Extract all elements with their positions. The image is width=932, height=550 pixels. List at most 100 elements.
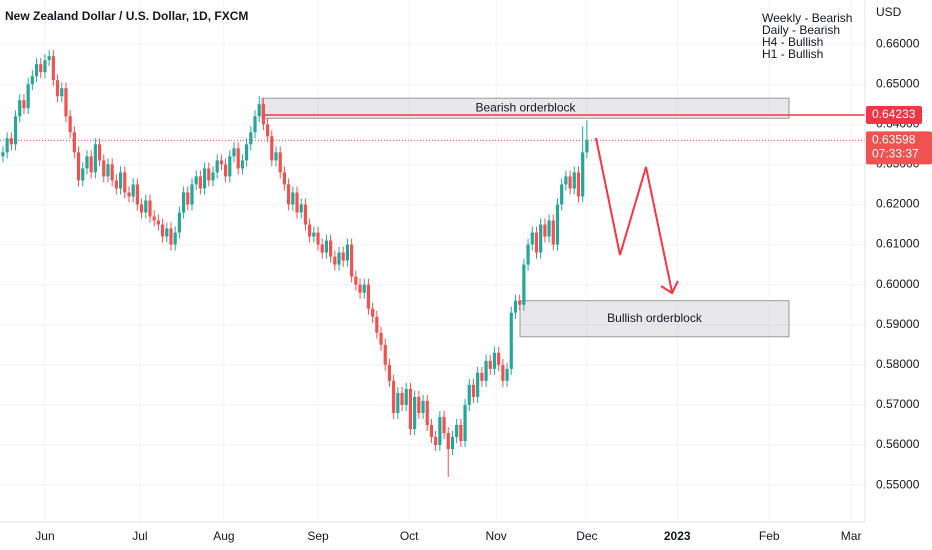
y-tick-label: 0.60000 xyxy=(876,277,920,291)
x-tick-label: Feb xyxy=(759,529,780,543)
candle-body xyxy=(291,192,295,205)
candle-body xyxy=(362,284,366,293)
candle-body xyxy=(429,424,434,438)
candle-body xyxy=(135,184,139,205)
candle-body xyxy=(417,396,421,413)
candle-body xyxy=(22,100,26,109)
candle-body xyxy=(207,168,211,181)
grid xyxy=(0,0,865,522)
candle-body xyxy=(530,232,534,245)
annotation: Daily - Bearish xyxy=(762,23,840,37)
candle-body xyxy=(64,88,68,117)
candle-body xyxy=(215,160,219,173)
x-tick-label: Oct xyxy=(400,529,419,543)
y-tick-label: 0.58000 xyxy=(876,357,920,371)
candle-body xyxy=(43,60,47,73)
x-tick-label: Mar xyxy=(841,529,862,543)
candle-body xyxy=(202,168,207,189)
projection-arrow xyxy=(595,137,679,295)
x-tick-label: Sep xyxy=(307,529,329,543)
orderblock-label: Bearish orderblock xyxy=(475,100,576,114)
candle-body xyxy=(76,152,81,181)
candle-body xyxy=(572,172,576,189)
candle-body xyxy=(471,384,476,397)
candle-body xyxy=(341,252,345,261)
candle-body xyxy=(123,172,127,193)
candle-body xyxy=(236,148,240,169)
candle-body xyxy=(106,164,110,177)
candle-body xyxy=(190,184,194,205)
chart-title: New Zealand Dollar / U.S. Dollar, 1D, FX… xyxy=(5,9,248,23)
candle-body xyxy=(249,132,253,145)
candle-body xyxy=(165,228,169,237)
candle-body xyxy=(144,200,148,213)
candle-body xyxy=(181,192,186,213)
candle-body xyxy=(93,144,97,173)
candle-body xyxy=(434,437,438,446)
candle-body xyxy=(295,192,299,213)
candle-body xyxy=(518,300,522,305)
candle-body xyxy=(97,144,102,161)
candle-body xyxy=(320,244,324,253)
candle-body xyxy=(139,204,144,213)
candle-body xyxy=(383,344,387,365)
candle-body xyxy=(387,364,392,381)
x-tick-label: Nov xyxy=(485,529,506,543)
candle-body xyxy=(177,212,181,233)
candle-body xyxy=(526,244,530,265)
candle-body xyxy=(211,172,215,181)
candle-body xyxy=(463,404,467,442)
candle-body xyxy=(581,152,585,197)
annotation: H4 - Bullish xyxy=(762,35,823,49)
candle-body xyxy=(421,400,425,413)
candle-body xyxy=(266,124,270,137)
candle-body xyxy=(413,396,417,429)
y-tick-label: 0.65000 xyxy=(876,76,920,90)
x-tick-label: Aug xyxy=(213,529,234,543)
candle-body xyxy=(257,104,261,117)
zones: Bearish orderblock Bullish orderblock xyxy=(0,97,865,338)
candle-body xyxy=(274,152,278,161)
candle-body xyxy=(9,138,13,145)
candle-body xyxy=(585,140,589,153)
candle-body xyxy=(198,176,202,189)
candle-body xyxy=(312,232,316,237)
candle-body xyxy=(232,148,236,157)
candle-body xyxy=(522,264,526,305)
candle-body xyxy=(5,138,9,153)
candle-body xyxy=(160,224,165,237)
candle-body xyxy=(576,172,581,197)
candle-body xyxy=(345,244,350,261)
candle-body xyxy=(30,76,34,85)
candle-body xyxy=(34,64,39,77)
candle-body xyxy=(547,220,551,237)
candle-body xyxy=(560,184,564,205)
candle-body xyxy=(282,172,287,185)
candle-body xyxy=(51,56,55,81)
candle-body xyxy=(350,244,354,277)
candle-body xyxy=(375,316,379,333)
candle-body xyxy=(55,80,60,97)
last-price-label: 0.63598 xyxy=(872,133,916,147)
arrow-path xyxy=(595,137,673,293)
candle-body xyxy=(438,416,442,446)
candle-body xyxy=(186,192,190,205)
candle-body xyxy=(329,240,333,257)
last-price-bg xyxy=(866,131,932,165)
candle-body xyxy=(245,144,249,161)
y-tick-label: 0.56000 xyxy=(876,437,920,451)
candle-body xyxy=(396,392,400,413)
candle-body xyxy=(551,220,555,245)
arrow-head xyxy=(660,280,679,295)
candle-body xyxy=(118,172,123,189)
y-tick-label: 0.59000 xyxy=(876,317,920,331)
candle-body xyxy=(425,400,429,425)
candle-body xyxy=(72,132,76,153)
x-tick-label: Jul xyxy=(132,529,147,543)
candle-body xyxy=(316,232,320,245)
x-tick-label: 2023 xyxy=(664,529,691,543)
candle-body xyxy=(287,184,291,205)
candle-body xyxy=(39,64,43,73)
candle-body xyxy=(102,160,106,177)
